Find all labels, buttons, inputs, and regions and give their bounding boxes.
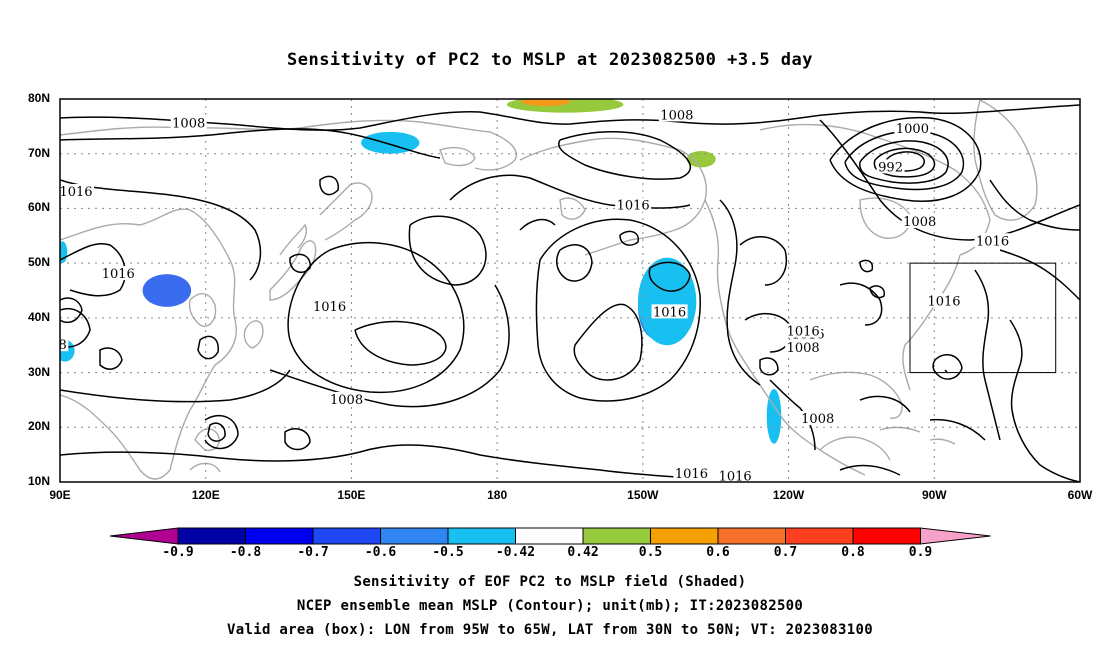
lat-label: 20N — [27, 419, 50, 434]
colorbar-tick-label: -0.5 — [432, 545, 464, 560]
contour-label-bg — [60, 184, 95, 199]
contour-label: 1008 — [801, 412, 834, 427]
lat-label: 30N — [27, 364, 50, 379]
contour-label-bg — [311, 298, 348, 313]
lon-label: 60W — [1067, 488, 1093, 502]
lat-label: 40N — [27, 309, 50, 324]
lon-label: 150W — [627, 488, 659, 502]
colorbar-tick-label: -0.7 — [297, 545, 329, 560]
lat-label: 70N — [27, 145, 50, 160]
lat-label: 10N — [27, 474, 50, 488]
contour-label: 1016 — [653, 305, 686, 320]
colorbar-cell — [177, 527, 246, 545]
lon-label: 120W — [772, 488, 805, 502]
contour-label: 1016 — [787, 325, 820, 340]
lat-label: 80N — [27, 91, 50, 105]
contour-label-bg — [100, 266, 137, 281]
colorbar-cell — [717, 527, 786, 545]
colorbar-tick-label: 0.8 — [841, 545, 865, 560]
contour-label-bg — [658, 107, 695, 122]
colorbar-cell — [852, 527, 921, 545]
contour-label: 1008 — [172, 117, 205, 132]
colorbar-tick-label: 0.7 — [773, 545, 798, 560]
contour-label: 1016 — [976, 234, 1009, 249]
contour-label: 1008 — [34, 338, 67, 353]
shade-blue-east-asia — [142, 274, 192, 307]
lat-label: 50N — [27, 255, 50, 270]
caption-line-3: Valid area (box): LON from 95W to 65W, L… — [227, 622, 873, 638]
colorbar-cell — [380, 527, 449, 545]
contour-label-bg — [901, 214, 938, 229]
valid-area-box — [909, 262, 1057, 374]
contour-label: 1016 — [313, 300, 346, 315]
contour-label-bg — [785, 339, 822, 354]
contour-label: 1000 — [896, 122, 929, 137]
colorbar-tick-label: 0.9 — [908, 545, 933, 560]
colorbar-tick-label: 0.5 — [638, 545, 663, 560]
colorbar-tick-label: 0.42 — [567, 545, 599, 560]
colorbar-cell — [515, 527, 584, 545]
contour-label: 1016 — [59, 185, 92, 200]
contour-label: 1016 — [675, 467, 708, 482]
shade-green-alaska — [686, 150, 716, 168]
contour-label-bg — [799, 411, 836, 426]
colorbar-tick-label: -0.9 — [162, 545, 194, 560]
contour-label: 1016 — [617, 199, 650, 214]
contour-label-bg — [717, 468, 754, 482]
contour-label-bg — [926, 293, 962, 308]
map-frame — [59, 98, 1081, 483]
contour-label: 1008 — [660, 108, 693, 123]
contour-label: 1008 — [903, 215, 936, 230]
contour-label-bg — [60, 337, 69, 352]
contour-label-bg — [615, 197, 652, 212]
contour-label: 1016 — [102, 267, 135, 282]
contour-label: 1016 — [719, 470, 752, 485]
contour-label-bg — [876, 159, 905, 174]
contour-label-bg — [785, 323, 822, 338]
contour-label-bg — [894, 121, 931, 136]
shade-cyan-central-pacific — [638, 257, 697, 346]
contour-label-bg — [974, 233, 1011, 248]
lon-label: 90W — [921, 488, 947, 502]
colorbar-cell — [785, 527, 854, 545]
colorbar-cell — [245, 527, 314, 545]
colorbar-cell — [312, 527, 381, 545]
caption-line-1: Sensitivity of EOF PC2 to MSLP field (Sh… — [353, 574, 747, 590]
shade-orange-arctic — [521, 99, 570, 107]
lon-label: 150E — [337, 488, 366, 502]
colorbar-cell — [582, 527, 651, 545]
contour-label-bg — [651, 304, 688, 319]
caption-line-2: NCEP ensemble mean MSLP (Contour); unit(… — [296, 598, 804, 614]
colorbar-max-arrow — [920, 527, 991, 545]
contour-label-bg — [170, 115, 207, 130]
contour-label-bg — [328, 391, 365, 406]
lon-label: 180 — [487, 488, 508, 502]
contour-label: 1008 — [330, 393, 363, 408]
lat-label: 60N — [27, 200, 50, 215]
lon-label: 90E — [49, 488, 71, 502]
colorbar-tick-label: 0.6 — [706, 545, 730, 560]
mslp-contours — [60, 104, 1080, 482]
colorbar-tick-label: -0.42 — [495, 545, 536, 560]
contour-label-bg — [673, 465, 710, 480]
lon-label: 120E — [191, 488, 220, 502]
colorbar-tick-label: -0.6 — [364, 545, 397, 560]
colorbar-cell — [447, 527, 516, 545]
figure-title: Sensitivity of PC2 to MSLP at 2023082500… — [286, 50, 813, 70]
contour-label: 1016 — [927, 294, 960, 309]
contour-label: 1008 — [787, 341, 820, 356]
contour-label: 992 — [878, 160, 903, 175]
colorbar-cell — [650, 527, 719, 545]
colorbar-tick-label: -0.8 — [229, 545, 262, 560]
colorbar-min-arrow — [109, 527, 179, 545]
shade-cyan-eastern-pacific — [766, 388, 782, 444]
